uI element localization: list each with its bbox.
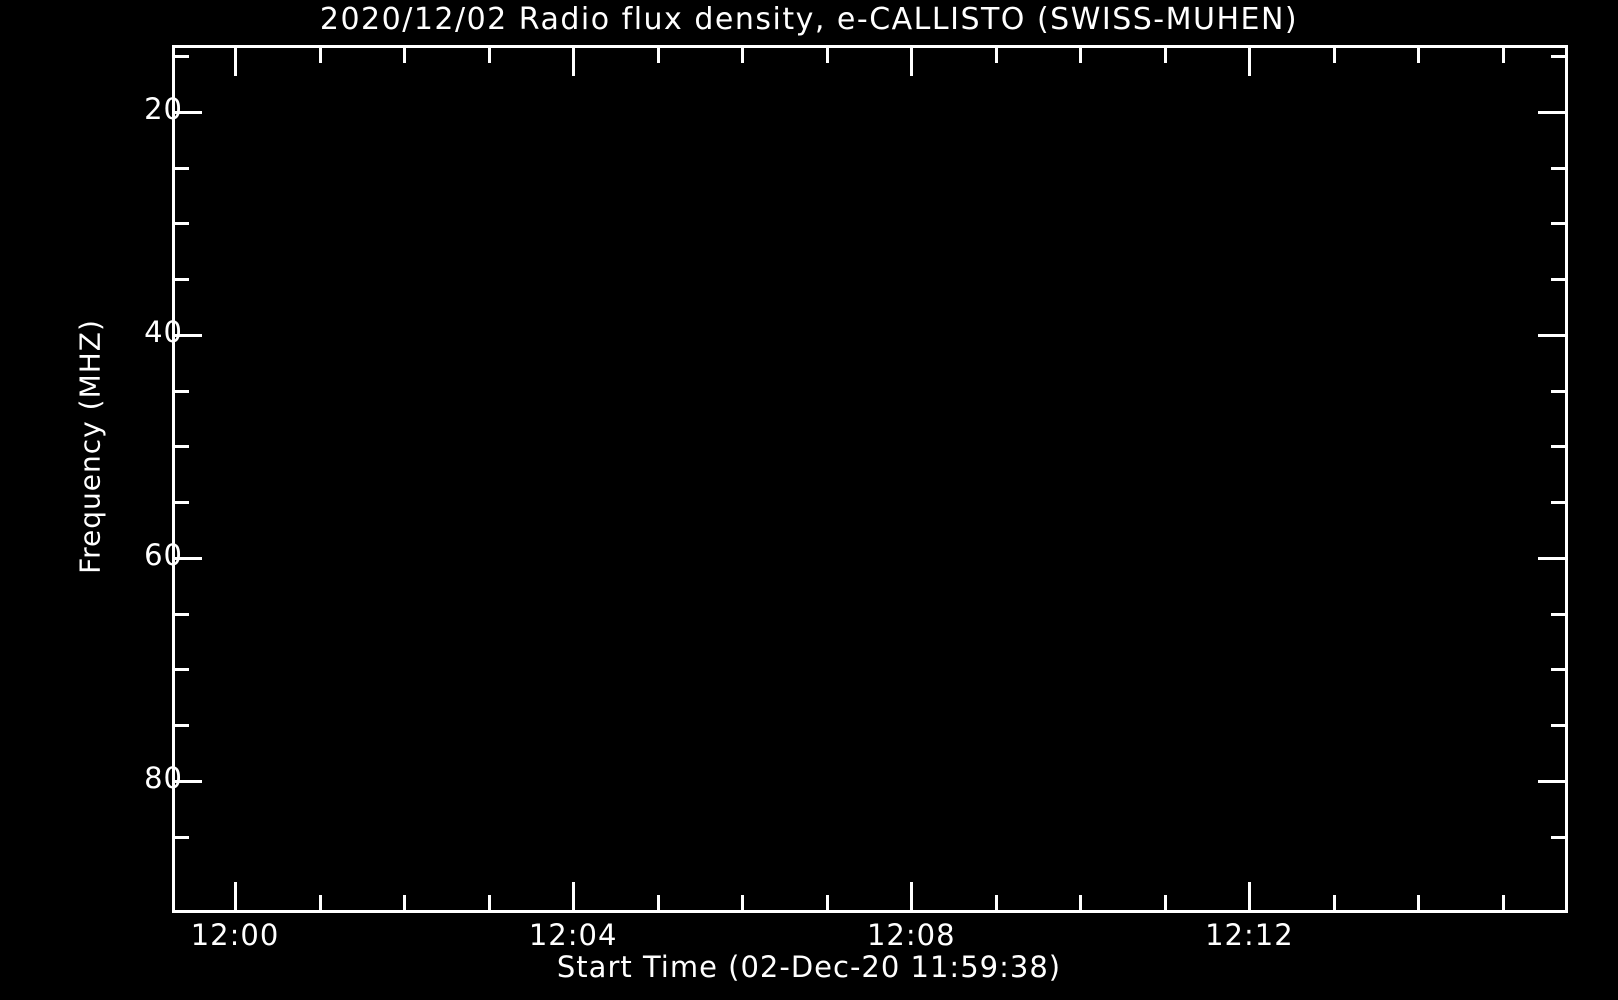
y-tick-80 [1538, 779, 1568, 783]
x-tick-13 [1332, 895, 1336, 913]
x-tick-4 [572, 882, 576, 913]
x-tick-11 [1163, 45, 1167, 63]
y-tick-55 [172, 501, 189, 505]
y-tick-25 [1551, 166, 1568, 170]
x-tick-9 [994, 895, 998, 913]
y-axis-title: Frequency (MHZ) [73, 319, 107, 574]
y-tick-35 [1551, 278, 1568, 281]
y-tick-20 [172, 110, 202, 114]
y-tick-55 [1551, 501, 1568, 505]
y-tick-50 [1551, 445, 1568, 449]
x-tick-8 [910, 882, 914, 913]
y-tick-30 [1551, 222, 1568, 226]
y-tick-40 [1538, 333, 1568, 337]
y-tick-45 [172, 389, 189, 393]
x-tick-8 [910, 45, 914, 76]
y-tick-label-80: 80 [144, 760, 183, 795]
plot-frame [172, 45, 1568, 913]
x-tick-label-12-08: 12:08 [866, 918, 956, 952]
y-tick-label-20: 20 [144, 91, 183, 126]
y-tick-60 [1538, 556, 1568, 560]
y-tick-50 [172, 445, 189, 449]
x-tick-0 [234, 882, 237, 913]
x-tick-11 [1163, 895, 1167, 913]
y-tick-75 [1551, 724, 1568, 728]
x-tick-9 [994, 45, 998, 63]
page-title: 2020/12/02 Radio flux density, e-CALLIST… [319, 2, 1299, 37]
y-tick-20 [1538, 110, 1568, 114]
y-tick-70 [172, 668, 189, 672]
x-tick-1 [318, 895, 322, 913]
x-tick-5 [656, 45, 660, 63]
y-tick-label-40: 40 [144, 314, 183, 349]
x-tick-6 [741, 895, 745, 913]
x-tick-0 [234, 45, 237, 76]
x-tick-label-12-00: 12:00 [190, 918, 280, 952]
x-tick-14 [1417, 895, 1421, 913]
y-tick-15 [1551, 55, 1568, 58]
y-tick-70 [1551, 668, 1568, 672]
x-tick-4 [572, 45, 576, 76]
y-tick-35 [172, 278, 189, 281]
x-tick-3 [487, 895, 491, 913]
y-tick-30 [172, 222, 189, 226]
y-tick-85 [1551, 835, 1568, 839]
x-tick-3 [487, 45, 491, 63]
x-tick-12 [1248, 45, 1252, 76]
x-tick-10 [1079, 45, 1083, 63]
y-tick-60 [172, 556, 202, 560]
x-axis-title: Start Time (02-Dec-20 11:59:38) [556, 950, 1062, 984]
x-tick-13 [1332, 45, 1336, 63]
y-tick-label-60: 60 [144, 537, 183, 572]
y-tick-65 [172, 612, 189, 616]
x-tick-2 [403, 895, 407, 913]
x-tick-7 [825, 45, 829, 63]
x-tick-1 [318, 45, 322, 63]
y-tick-85 [172, 835, 189, 839]
x-tick-10 [1079, 895, 1083, 913]
y-tick-45 [1551, 389, 1568, 393]
x-tick-12 [1248, 882, 1252, 913]
x-tick-2 [403, 45, 407, 63]
x-tick-label-12-04: 12:04 [528, 918, 618, 952]
y-tick-25 [172, 166, 189, 170]
y-tick-40 [172, 333, 202, 337]
x-tick-6 [741, 45, 745, 63]
x-tick-label-12-12: 12:12 [1205, 918, 1294, 952]
y-tick-65 [1551, 612, 1568, 616]
x-tick-14 [1417, 45, 1421, 63]
x-tick-15 [1502, 45, 1505, 63]
x-tick-15 [1502, 895, 1505, 913]
y-tick-80 [172, 779, 202, 783]
x-tick-7 [825, 895, 829, 913]
y-tick-75 [172, 724, 189, 728]
y-tick-15 [172, 55, 189, 58]
x-tick-5 [656, 895, 660, 913]
